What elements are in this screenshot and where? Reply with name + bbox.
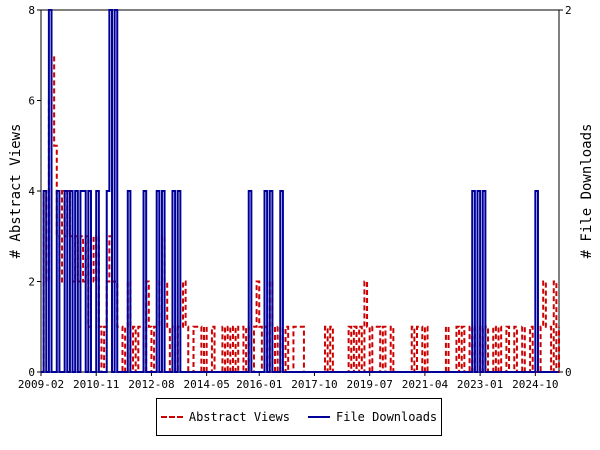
x-tick-label: 2014-05	[183, 378, 229, 391]
y-right-axis-title: # File Downloads	[579, 124, 595, 259]
x-tick-label: 2012-08	[128, 378, 174, 391]
y-left-tick-label: 4	[28, 185, 35, 198]
x-tick-label: 2016-01	[236, 378, 282, 391]
legend-swatch-file-downloads	[308, 416, 330, 418]
y-right-tick-label: 0	[565, 366, 572, 379]
x-tick-label: 2009-02	[18, 378, 64, 391]
legend-label-abstract-views: Abstract Views	[188, 410, 290, 424]
x-tick-label: 2019-07	[347, 378, 393, 391]
y-left-tick-label: 8	[28, 4, 35, 17]
x-tick-label: 2021-04	[402, 378, 449, 391]
y-right-ticks: 02	[559, 4, 572, 379]
legend-label-file-downloads: File Downloads	[336, 410, 438, 424]
x-tick-label: 2017-10	[291, 378, 337, 391]
y-left-tick-label: 2	[28, 276, 35, 289]
y-left-axis-title: # Abstract Views	[8, 124, 24, 259]
x-ticks: 2009-02 2010-11 2012-08 2014-05 2016-01 2017-…	[18, 372, 559, 391]
x-tick-label: 2010-11	[73, 378, 119, 391]
series-layer	[41, 9, 560, 373]
legend-item-file-downloads: File Downloads	[308, 410, 437, 424]
y-right-tick-label: 2	[565, 4, 572, 17]
x-tick-label: 2023-01	[457, 378, 503, 391]
x-tick-label: 2024-10	[512, 378, 558, 391]
y-left-ticks: 0 2 4 6 8	[28, 4, 41, 379]
plot-area	[40, 9, 560, 373]
series-line-file-downloads	[41, 9, 559, 373]
legend: Abstract Views File Downloads	[156, 398, 442, 436]
legend-item-abstract-views: Abstract Views	[160, 410, 290, 424]
y-left-tick-label: 0	[28, 366, 35, 379]
y-left-tick-label: 6	[28, 95, 35, 108]
legend-swatch-abstract-views	[160, 416, 183, 418]
